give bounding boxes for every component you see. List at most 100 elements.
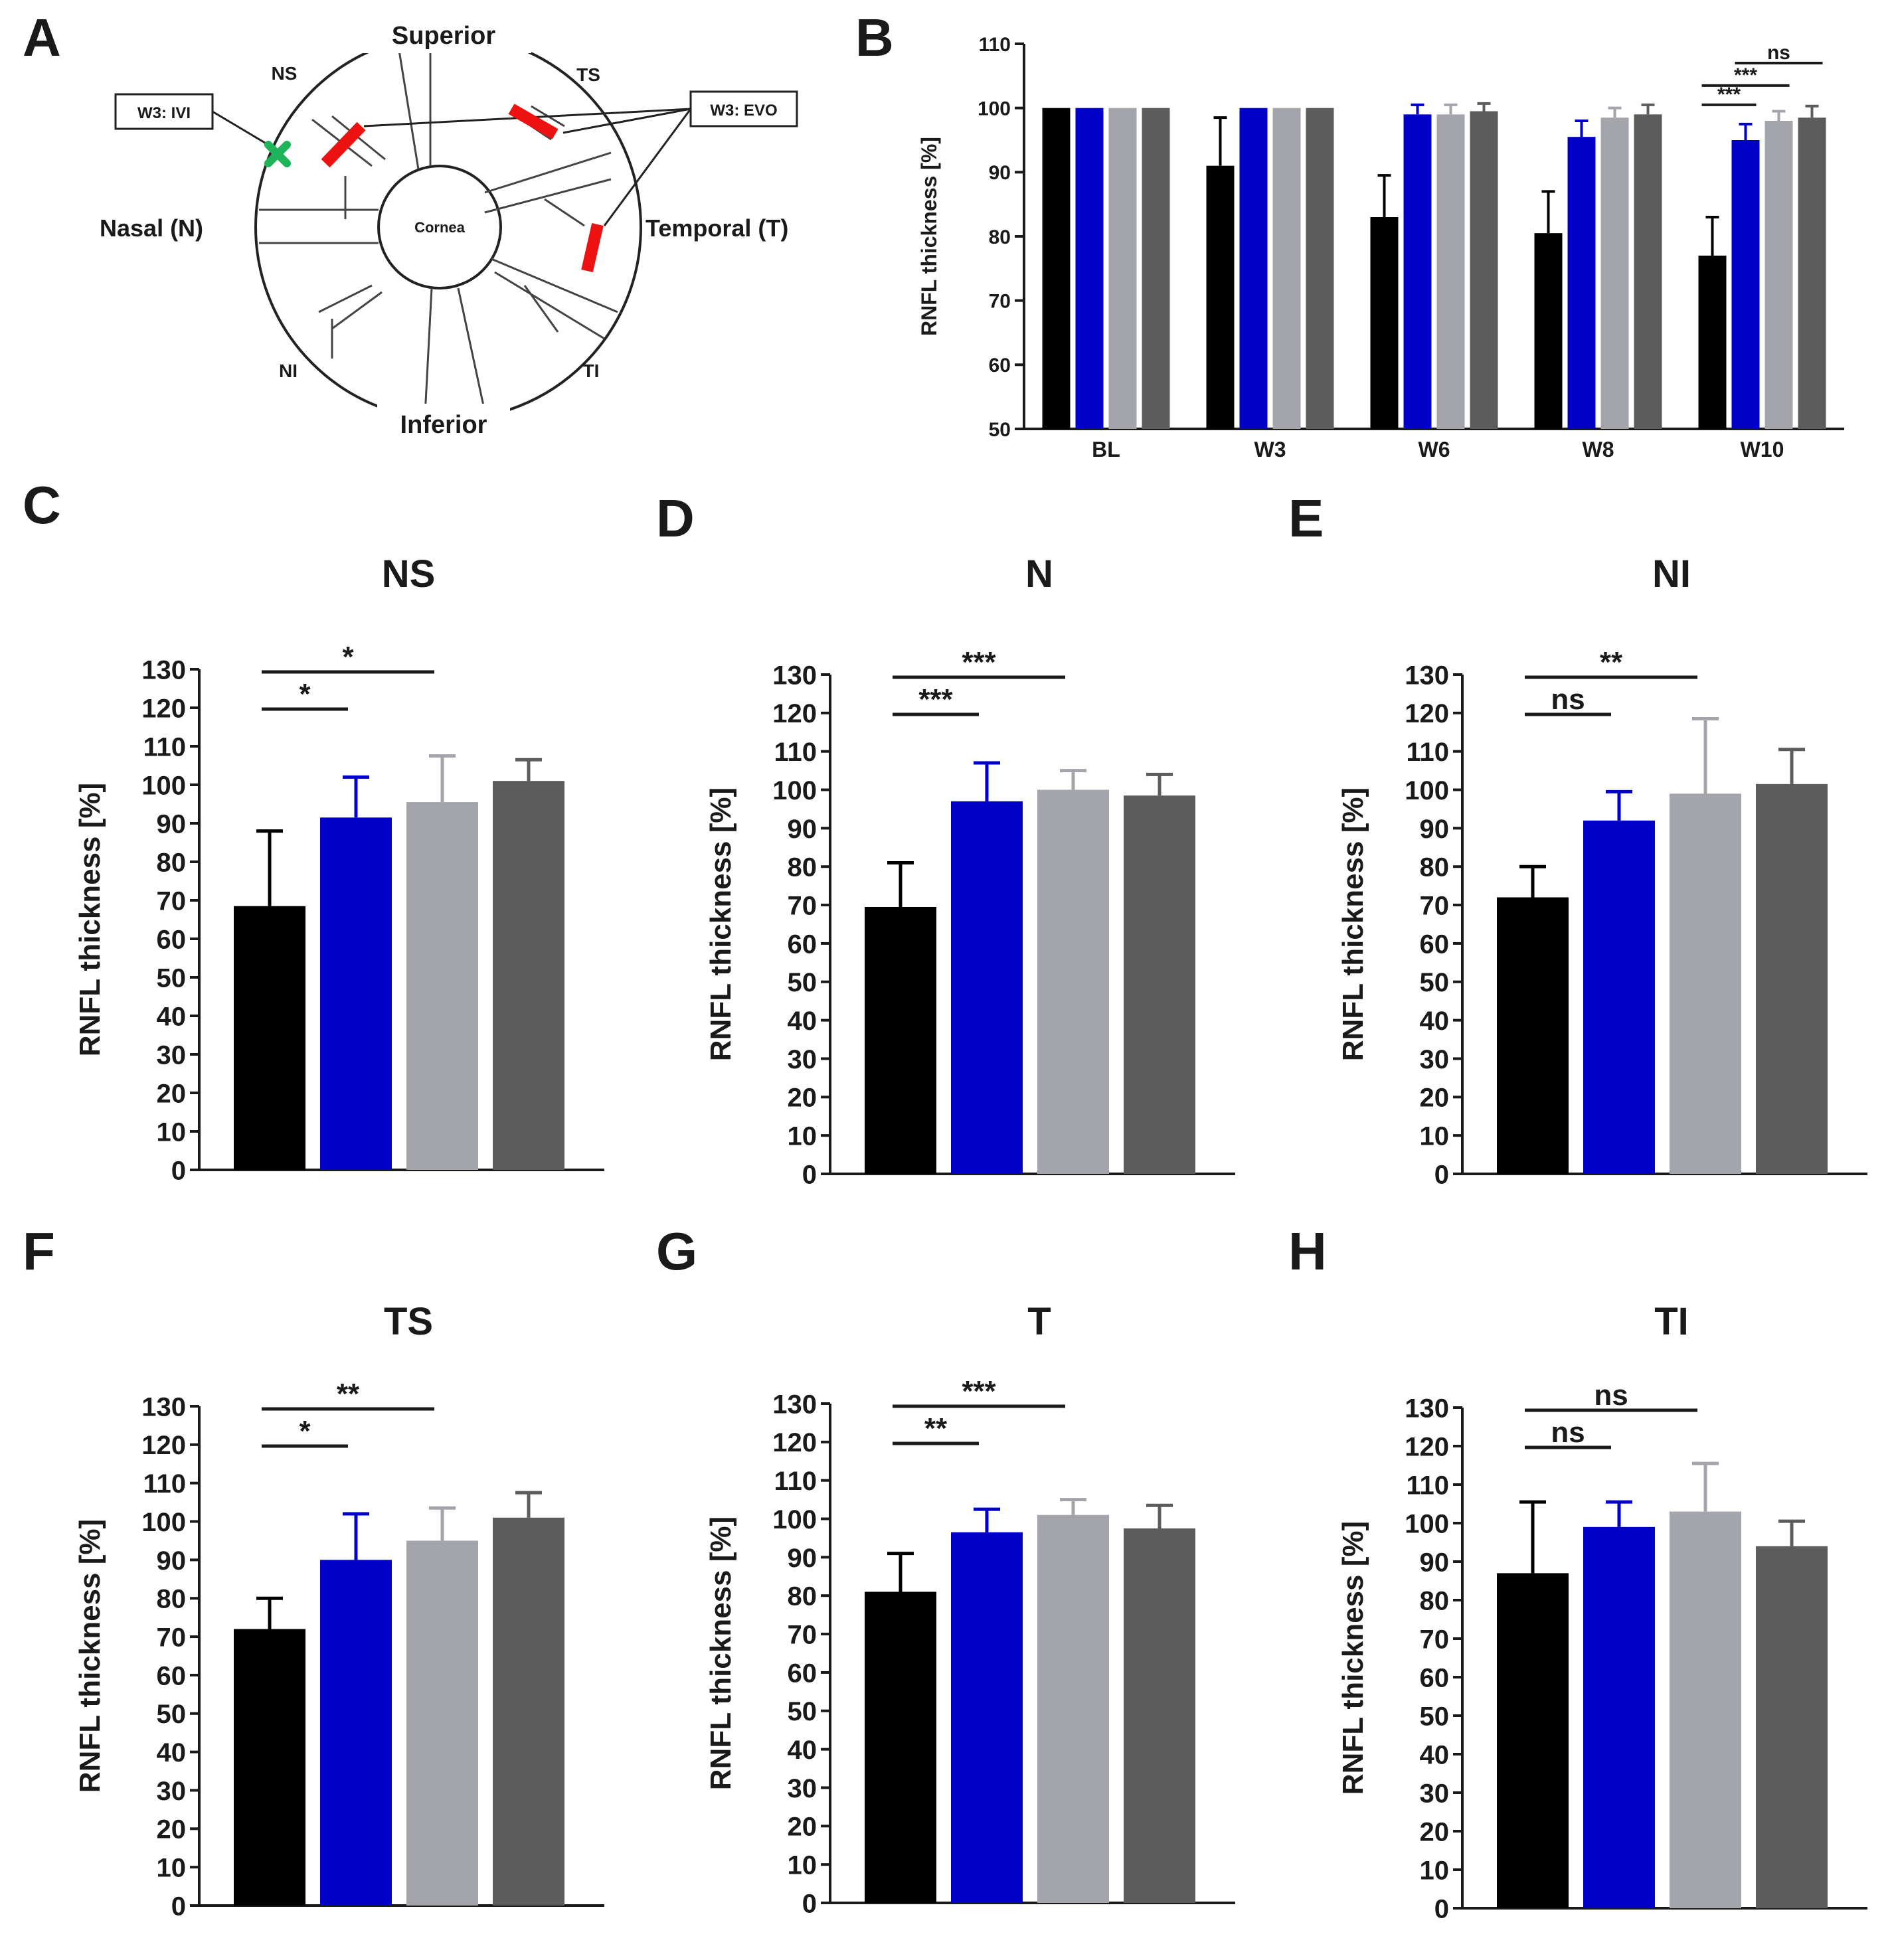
chart-panel-c: 0 10 20 30 40 50 60 70 80 90 100 110 120 130 RNFL thic… — [74, 552, 604, 1185]
evo-label: W3: EVO — [710, 102, 777, 120]
significance-label: * — [342, 641, 354, 673]
y-tick-label: 90 — [989, 162, 1011, 184]
y-tick-label: 50 — [157, 1700, 187, 1729]
bar — [1497, 897, 1569, 1174]
bar — [1306, 108, 1334, 429]
y-tick-label: 90 — [157, 809, 187, 839]
y-tick-label: 120 — [1405, 1432, 1449, 1461]
panel-label-h: H — [1288, 1222, 1327, 1281]
bar — [406, 1540, 478, 1906]
chart-title: NI — [1652, 552, 1691, 596]
y-tick-label: 50 — [788, 968, 818, 997]
bar — [1731, 140, 1760, 429]
y-tick-label: 90 — [157, 1546, 187, 1576]
y-tick-label: 40 — [788, 1736, 818, 1765]
y-tick-label: 70 — [788, 1620, 818, 1649]
bar — [1272, 108, 1301, 429]
bar — [1037, 1514, 1109, 1903]
bar — [865, 906, 936, 1174]
y-tick-label: 70 — [1420, 1625, 1450, 1654]
chart-panel-h: 0 10 20 30 40 50 60 70 80 90 100 110 120 130 RNFL thic… — [1337, 1300, 1867, 1923]
bar — [1798, 118, 1826, 429]
y-tick-label: 10 — [157, 1117, 187, 1147]
y-tick-label: 50 — [788, 1697, 818, 1726]
bar — [1497, 1573, 1569, 1908]
y-tick-label: 100 — [141, 1508, 186, 1537]
chart-title: T — [1027, 1300, 1051, 1343]
panel-label-a: A — [23, 8, 61, 67]
inferior-label: Inferior — [400, 411, 487, 439]
bar — [493, 1517, 564, 1906]
y-tick-label: 30 — [788, 1774, 818, 1803]
y-tick-label: 120 — [141, 694, 186, 723]
bar — [1583, 820, 1655, 1174]
y-tick-label: 10 — [788, 1122, 818, 1151]
ns-label: NS — [272, 63, 298, 84]
y-tick-label: 120 — [772, 699, 817, 728]
y-axis-label: RNFL thickness [%] — [74, 1519, 106, 1793]
bar — [1583, 1526, 1655, 1908]
y-tick-label: 50 — [989, 419, 1011, 441]
significance-label: ns — [1551, 683, 1585, 716]
y-axis-label: RNFL thickness [%] — [705, 1516, 737, 1790]
y-tick-label: 100 — [772, 776, 817, 805]
bar — [1075, 108, 1104, 429]
y-tick-label: 10 — [788, 1851, 818, 1880]
y-tick-label: 50 — [1420, 1702, 1450, 1731]
y-tick-label: 120 — [141, 1431, 186, 1460]
significance-label: *** — [962, 1375, 996, 1408]
significance-label: * — [299, 1415, 311, 1447]
y-tick-label: 60 — [157, 925, 187, 954]
bar — [1634, 114, 1662, 430]
bar — [1567, 137, 1596, 429]
y-tick-label: 70 — [989, 290, 1011, 312]
y-tick-label: 130 — [1405, 1394, 1449, 1423]
y-tick-label: 20 — [157, 1079, 187, 1108]
y-tick-label: 80 — [1420, 1586, 1450, 1615]
y-tick-label: 110 — [1406, 738, 1449, 767]
y-tick-label: 30 — [1420, 1045, 1450, 1074]
bar — [1756, 1546, 1828, 1908]
y-tick-label: 40 — [157, 1002, 187, 1031]
ts-label: TS — [576, 64, 600, 85]
chart-panel-e: 0 10 20 30 40 50 60 70 80 90 100 110 120 130 RNFL thic… — [1337, 552, 1867, 1189]
y-tick-label: 90 — [1420, 815, 1450, 844]
y-tick-label: 20 — [1420, 1817, 1450, 1846]
y-tick-label: 70 — [157, 1623, 187, 1652]
ni-label: NI — [279, 361, 298, 381]
bar — [1370, 217, 1399, 429]
y-tick-label: 40 — [1420, 1007, 1450, 1036]
inferior-label-bg — [377, 404, 510, 444]
x-tick-label: W8 — [1583, 438, 1614, 461]
y-tick-label: 60 — [788, 1659, 818, 1688]
y-tick-label: 40 — [157, 1738, 187, 1767]
ti-label: TI — [583, 361, 600, 381]
y-tick-label: 90 — [788, 815, 818, 844]
significance-label: * — [299, 678, 311, 710]
y-tick-label: 100 — [1405, 1509, 1449, 1538]
y-tick-label: 50 — [157, 963, 187, 993]
y-tick-label: 130 — [1405, 661, 1449, 690]
significance-label: *** — [1717, 84, 1741, 106]
y-tick-label: 30 — [157, 1040, 187, 1070]
bar — [1042, 108, 1071, 429]
panel-label-c: C — [23, 475, 61, 534]
x-tick-label: W3 — [1254, 438, 1286, 461]
bar — [406, 802, 478, 1170]
bar — [1124, 1528, 1195, 1903]
y-tick-label: 110 — [143, 1469, 186, 1499]
bar — [1142, 108, 1170, 429]
y-tick-label: 80 — [788, 1582, 818, 1611]
y-tick-label: 0 — [1434, 1894, 1449, 1923]
y-tick-label: 0 — [802, 1160, 817, 1189]
bar — [1124, 795, 1195, 1174]
significance-label: *** — [1734, 64, 1757, 86]
y-tick-label: 120 — [772, 1428, 817, 1457]
panel-label-g: G — [656, 1222, 697, 1281]
chart-title: TI — [1654, 1300, 1689, 1343]
bar — [951, 801, 1023, 1174]
significance-label: ** — [1600, 646, 1623, 679]
bar — [1470, 111, 1498, 429]
y-tick-label: 60 — [157, 1661, 187, 1690]
